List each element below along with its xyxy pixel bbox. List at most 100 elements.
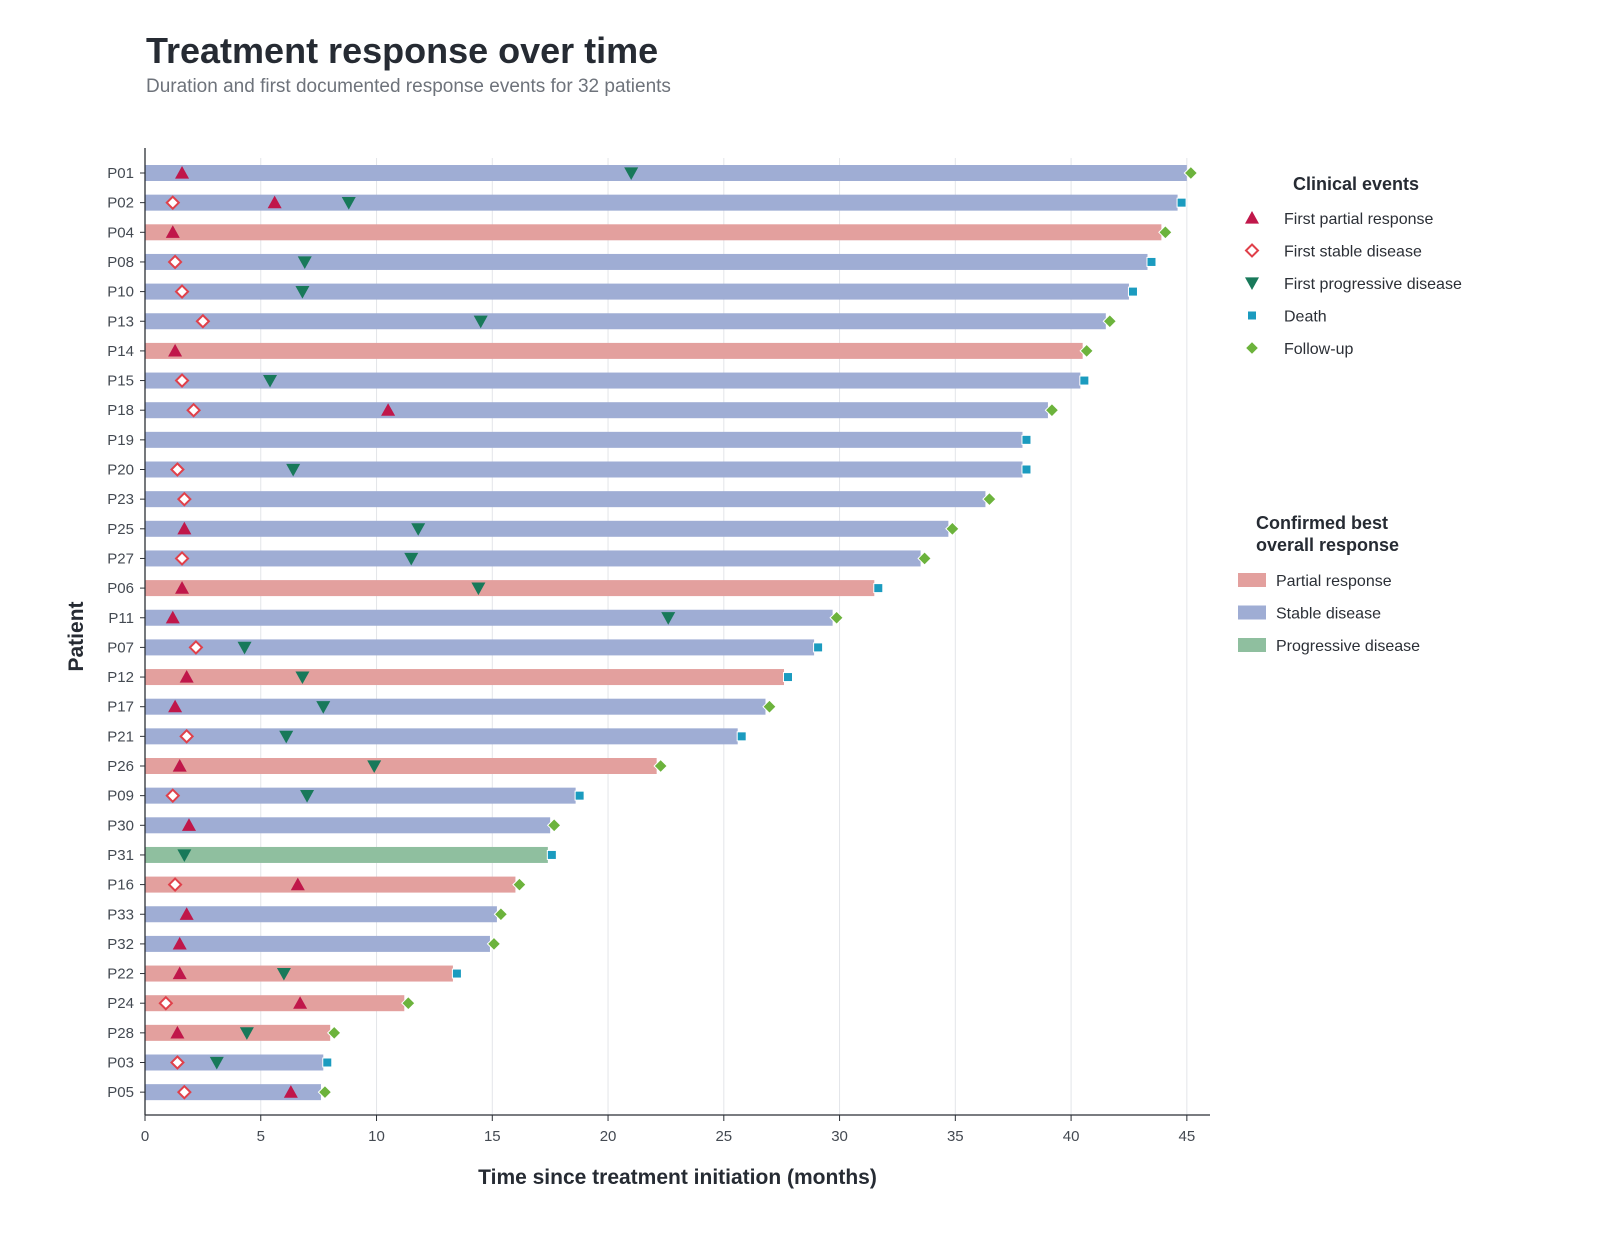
bar-p31 <box>145 846 548 863</box>
x-axis-title: Time since treatment initiation (months) <box>478 1166 877 1189</box>
marker-partial-p22 <box>172 966 187 980</box>
chart-title: Treatment response over time <box>146 30 659 71</box>
marker-death-p15 <box>1079 375 1090 386</box>
marker-stable-p18 <box>186 402 202 418</box>
marker-death-p31 <box>546 849 557 860</box>
marker-progressive-p26 <box>367 760 382 773</box>
y-tick-label: P04 <box>107 224 134 241</box>
marker-progressive-p15 <box>263 374 278 388</box>
legend-item-label: Stable disease <box>1276 606 1381 623</box>
x-tick-label: 20 <box>600 1128 617 1145</box>
bar-p20 <box>145 461 1023 478</box>
bar-p12 <box>145 669 784 686</box>
bar-p15 <box>145 372 1081 389</box>
legend-events-title: Clinical events <box>1293 174 1419 194</box>
legend-pr-swatch <box>1238 573 1266 587</box>
marker-death-p09 <box>574 790 585 801</box>
bar-p26 <box>145 758 657 774</box>
bar-p04 <box>145 224 1162 241</box>
marker-death-p02 <box>1176 197 1187 208</box>
marker-followup-p33 <box>493 907 509 922</box>
marker-partial-p28 <box>170 1025 185 1039</box>
marker-progressive-p11 <box>661 612 676 625</box>
marker-partial-p33 <box>179 907 194 920</box>
bar-p25 <box>145 520 949 537</box>
marker-followup-p18 <box>1044 402 1060 418</box>
legend-partial-icon <box>1245 211 1259 224</box>
marker-death-p06 <box>873 583 884 594</box>
marker-stable-p08 <box>167 254 183 270</box>
y-tick-label: P24 <box>107 995 134 1012</box>
marker-partial-p18 <box>381 403 396 416</box>
legends: Clinical events First partial response Fir… <box>1238 174 1462 655</box>
bar-p21 <box>145 728 738 745</box>
y-tick-label: P09 <box>107 788 134 805</box>
x-tick-label: 45 <box>1179 1128 1196 1145</box>
marker-stable-p15 <box>174 373 190 388</box>
marker-death-p19 <box>1021 434 1032 445</box>
marker-death-p20 <box>1021 464 1032 475</box>
y-tick-label: P21 <box>107 728 134 745</box>
y-tick-label: P17 <box>107 699 134 716</box>
marker-stable-p09 <box>165 788 181 804</box>
axes: 0 5 10 15 20 25 30 35 40 45 Time since treatment i… <box>65 148 1210 1189</box>
y-tick-label: P32 <box>107 936 134 953</box>
marker-followup-p13 <box>1102 314 1118 329</box>
marker-partial-p01 <box>175 166 190 179</box>
marker-partial-p05 <box>283 1085 298 1098</box>
marker-stable-p23 <box>176 491 192 507</box>
y-tick-label: P28 <box>107 1025 134 1042</box>
marker-partial-p12 <box>179 670 194 683</box>
marker-followup-p17 <box>762 699 777 714</box>
marker-followup-p27 <box>917 551 932 566</box>
marker-death-p07 <box>813 642 824 653</box>
marker-followup-p16 <box>512 877 527 892</box>
marker-partial-p04 <box>165 225 180 238</box>
bar-p07 <box>145 639 815 656</box>
marker-progressive-p03 <box>209 1056 224 1070</box>
legend-progressive-icon <box>1245 277 1259 290</box>
marker-stable-p24 <box>158 995 174 1011</box>
bar-p23 <box>145 491 986 508</box>
marker-followup-p04 <box>1158 225 1173 240</box>
y-tick-label: P18 <box>107 402 134 419</box>
legend-item-label: First stable disease <box>1284 244 1422 261</box>
legend-item-label: First partial response <box>1284 211 1433 228</box>
bar-p27 <box>145 550 921 567</box>
marker-progressive-p08 <box>297 256 312 269</box>
marker-followup-p25 <box>945 521 960 537</box>
bar-p10 <box>145 283 1129 300</box>
marker-partial-p24 <box>293 996 308 1009</box>
marker-death-p22 <box>451 968 462 979</box>
marker-stable-p27 <box>174 551 190 566</box>
bar-p05 <box>145 1084 321 1101</box>
bar-p14 <box>145 342 1083 359</box>
x-tick-label: 30 <box>831 1128 848 1145</box>
marker-death-p21 <box>736 731 747 742</box>
x-tick-label: 35 <box>947 1128 964 1145</box>
marker-progressive-p22 <box>276 967 291 981</box>
x-tick-label: 15 <box>484 1128 501 1145</box>
marker-progressive-p17 <box>316 701 331 714</box>
marker-partial-p32 <box>172 936 187 950</box>
marker-progressive-p28 <box>239 1027 254 1040</box>
legend-stable-icon <box>1244 243 1260 258</box>
marker-progressive-p06 <box>471 582 486 596</box>
marker-stable-p03 <box>169 1055 185 1070</box>
bar-p18 <box>145 402 1048 419</box>
y-tick-label: P03 <box>107 1055 134 1072</box>
bar-p16 <box>145 876 516 893</box>
marker-progressive-p12 <box>295 671 310 685</box>
y-tick-label: P30 <box>107 817 134 834</box>
marker-stable-p05 <box>176 1084 192 1100</box>
x-tick-label: 5 <box>257 1128 265 1145</box>
marker-partial-p16 <box>290 877 305 891</box>
marker-stable-p02 <box>165 195 181 211</box>
marker-progressive-p07 <box>237 641 252 655</box>
marker-death-p10 <box>1127 286 1138 297</box>
legend-response-title: overall response <box>1256 535 1399 555</box>
y-tick-label: P12 <box>107 669 134 686</box>
legend-response-title: Confirmed best <box>1256 513 1388 533</box>
legend-item-label: Follow-up <box>1284 341 1353 358</box>
marker-stable-p07 <box>188 639 204 655</box>
